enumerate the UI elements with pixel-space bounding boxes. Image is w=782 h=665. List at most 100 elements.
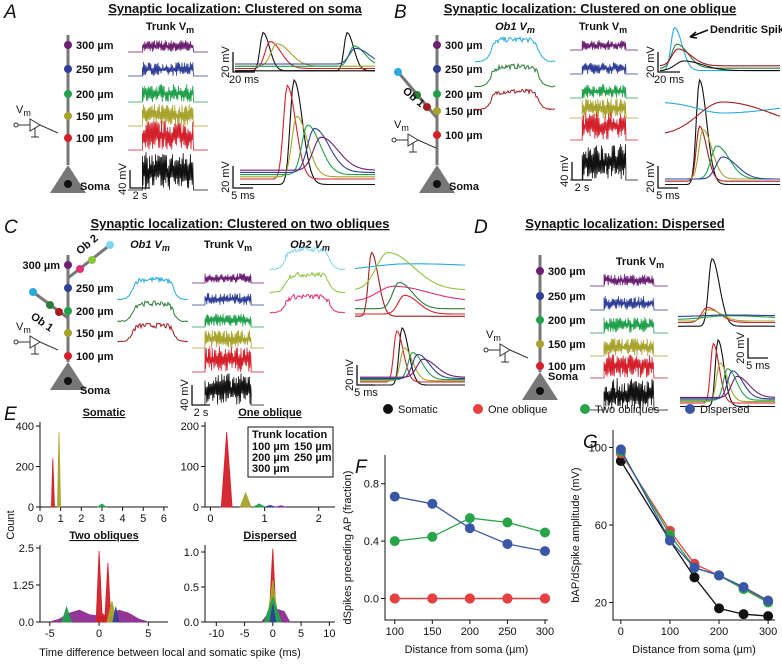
histogram-area — [96, 503, 108, 508]
scale-label: 20 mV — [645, 45, 657, 77]
histogram-area — [264, 504, 276, 508]
x-tick-label: -5 — [240, 628, 250, 640]
x-tick-label: 2 — [78, 513, 84, 525]
soma — [50, 165, 86, 193]
label-subscript: m — [527, 25, 535, 35]
scale-bar — [356, 365, 375, 386]
site-dot — [64, 65, 72, 73]
point — [427, 531, 438, 542]
trace — [192, 313, 264, 328]
trace — [360, 358, 465, 378]
trace — [360, 352, 465, 381]
site-dot — [64, 329, 72, 337]
y-tick-label: 200 — [181, 421, 199, 433]
chart-title: Somatic — [83, 407, 126, 419]
trace — [354, 285, 466, 302]
legend-entry: 300 µm — [252, 463, 290, 475]
trace — [570, 98, 638, 119]
trace — [360, 330, 465, 383]
scale-label: 20 mV — [645, 160, 657, 192]
panel-letter: E — [4, 404, 17, 425]
panel-letter: G — [583, 432, 598, 453]
legend-marker — [580, 404, 590, 414]
site-dot — [423, 103, 431, 111]
trace — [240, 136, 376, 171]
trace — [128, 61, 208, 77]
legend-entry: Dispersed — [700, 404, 750, 416]
trace — [678, 314, 776, 317]
point — [539, 527, 550, 538]
x-tick-label: 0 — [618, 626, 624, 638]
scale-bar — [571, 162, 592, 181]
site-dot — [433, 107, 441, 115]
site-dot — [536, 340, 544, 348]
y-tick-label: 0.0 — [364, 593, 379, 605]
scale-bar — [129, 170, 150, 189]
y-axis-label: bAP/dSpike amplitude (mV) — [570, 467, 582, 602]
y-tick-label: 400 — [16, 421, 34, 433]
point — [502, 538, 513, 549]
trace — [117, 300, 189, 323]
location-label: 100 µm — [76, 133, 114, 145]
x-tick-label: 300 — [536, 626, 554, 638]
location-label: 150 µm — [76, 111, 114, 123]
scale-label: 5 ms — [354, 387, 378, 399]
trace — [240, 124, 375, 176]
label-subscript: m — [244, 243, 252, 253]
x-tick-label: 4 — [120, 513, 126, 525]
soma-label: Soma — [80, 385, 111, 397]
trace — [192, 346, 264, 373]
location-label: 250 µm — [76, 64, 114, 76]
soma-nucleus — [433, 180, 441, 188]
trace — [128, 152, 208, 191]
location-label: 100 µm — [445, 130, 483, 142]
point — [427, 498, 438, 509]
annotation: Dendritic Spike — [710, 24, 782, 36]
location-label: 200 µm — [445, 89, 483, 101]
panel-letter: B — [394, 2, 407, 23]
trace — [128, 40, 208, 53]
label-text: Ob1 V — [495, 21, 528, 33]
site-dot — [536, 316, 544, 324]
x-tick-label: 200 — [461, 626, 479, 638]
scale-bar — [657, 52, 680, 73]
y-tick-label: 0.0 — [184, 617, 199, 629]
trace — [678, 306, 775, 324]
site-dot — [536, 267, 544, 275]
y-tick-label: 1.25 — [13, 580, 34, 592]
site-dot — [29, 288, 37, 296]
label-subscript: m — [162, 243, 170, 253]
trace — [269, 271, 346, 294]
trace — [128, 104, 208, 127]
soma — [50, 362, 86, 390]
point — [389, 593, 400, 604]
panel-title: Synaptic localization: Dispersed — [525, 216, 724, 231]
electrode-end — [483, 347, 489, 353]
site-dot — [88, 256, 96, 264]
site-dot — [64, 112, 72, 120]
location-label: 250 µm — [548, 291, 586, 303]
trace — [355, 251, 465, 317]
trace — [235, 31, 375, 72]
trace — [355, 294, 465, 315]
trace — [659, 43, 780, 69]
electrode — [488, 343, 529, 363]
scale-label: 2 s — [194, 407, 209, 419]
column-header: Trunk Vm — [204, 239, 252, 253]
label-subscript: m — [186, 25, 194, 35]
trace — [128, 120, 208, 151]
trace — [570, 84, 638, 99]
location-label: 300 µm — [445, 40, 483, 52]
point — [427, 593, 438, 604]
legend-entry: 150 µm — [294, 441, 332, 453]
point — [763, 595, 774, 606]
trace — [665, 125, 780, 182]
trace — [117, 322, 189, 343]
label-text: Trunk V — [579, 21, 620, 33]
trace — [354, 251, 466, 291]
point — [689, 572, 700, 583]
trace — [474, 36, 556, 63]
location-label: 250 µm — [76, 283, 114, 295]
trace — [240, 84, 375, 180]
